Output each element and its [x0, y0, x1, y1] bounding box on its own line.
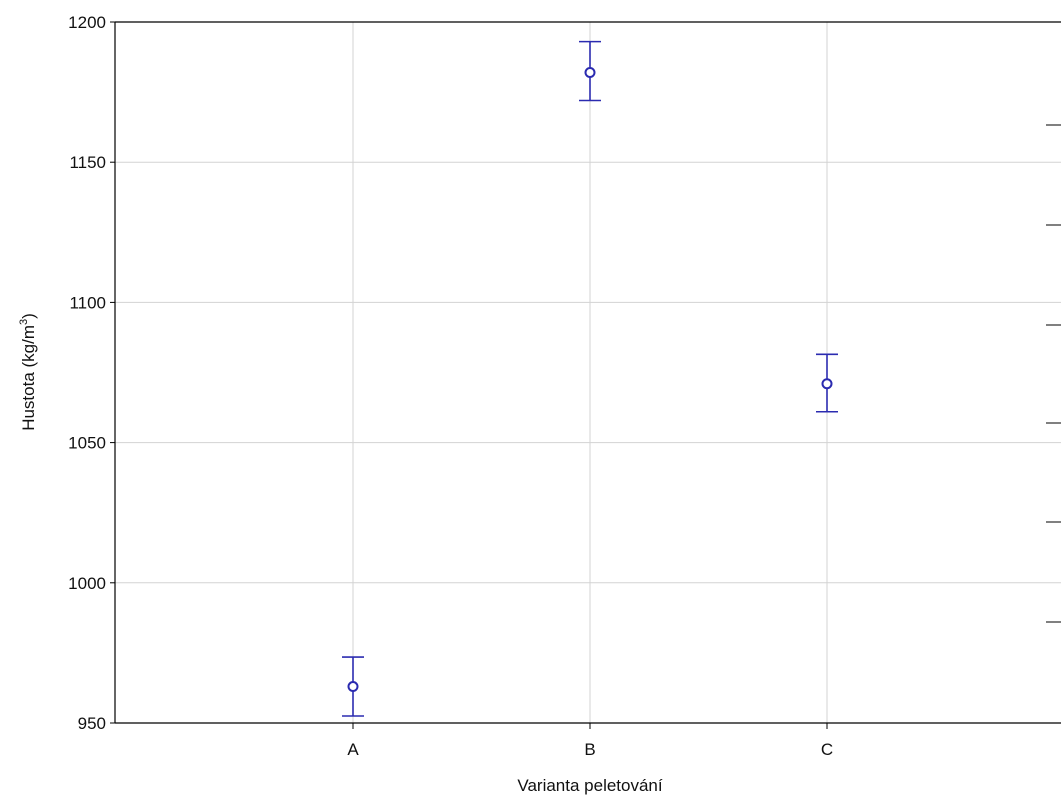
y-tick-label: 1150	[69, 153, 106, 172]
y-tick-label: 1100	[69, 293, 106, 312]
data-point-group	[342, 656, 364, 717]
data-marks	[342, 40, 838, 717]
y-tick-label: 1200	[68, 13, 106, 32]
ticks: 950 1000 1050 1100 1150 1200 A B C	[68, 13, 1061, 759]
x-tick-label: A	[347, 740, 359, 759]
data-point-group	[816, 353, 838, 413]
y-axis-title-end: )	[19, 313, 38, 319]
x-axis-title: Varianta peletování	[517, 776, 663, 795]
mean-marker	[821, 378, 833, 390]
data-point-group	[579, 40, 601, 102]
y-axis-title: Hustota (kg/m3)	[18, 313, 38, 431]
y-tick-label: 1050	[68, 434, 106, 453]
y-tick-label: 1000	[68, 574, 106, 593]
y-axis-title-superscript: 3	[18, 319, 30, 325]
mean-marker	[584, 66, 596, 78]
mean-marker	[347, 681, 359, 693]
x-tick-label: B	[584, 740, 595, 759]
y-axis-title-main: Hustota (kg/m	[19, 325, 38, 431]
x-tick-label: C	[821, 740, 833, 759]
y-tick-label: 950	[78, 714, 106, 733]
axes	[114, 21, 1061, 724]
